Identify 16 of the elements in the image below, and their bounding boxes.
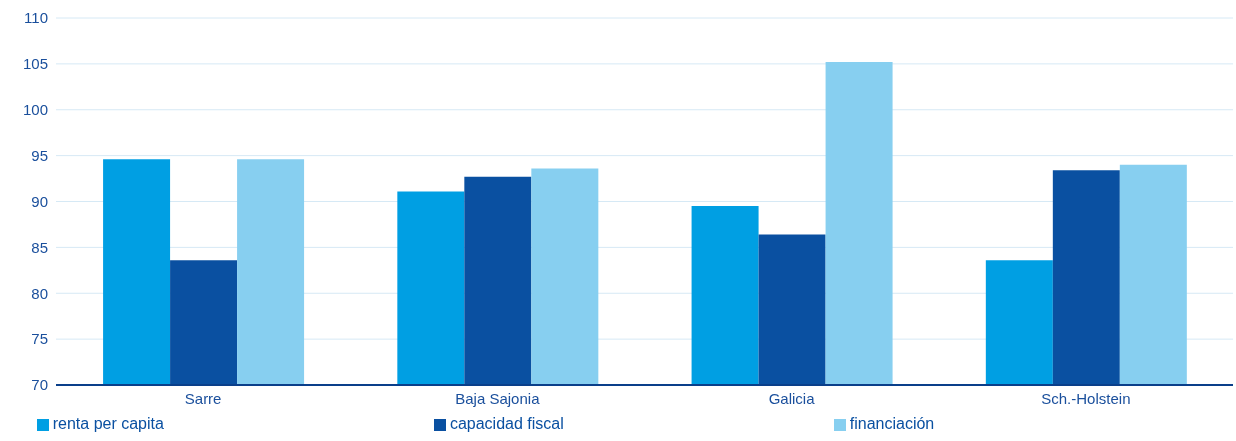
x-tick-label: Sarre <box>184 389 222 407</box>
y-tick-label: 85 <box>31 238 48 256</box>
y-tick-label: 80 <box>31 284 48 302</box>
y-tick-label: 75 <box>31 330 48 348</box>
x-tick-label: Baja Sajonia <box>455 389 541 407</box>
y-tick-label: 70 <box>31 376 48 394</box>
y-tick-label: 105 <box>22 55 48 73</box>
x-tick-label: Galicia <box>768 389 816 407</box>
legend-label: capacidad fiscal <box>449 415 564 432</box>
y-tick-label: 110 <box>24 9 48 27</box>
y-tick-label: 100 <box>22 101 48 119</box>
y-tick-label: 90 <box>31 192 48 210</box>
x-tick-label: Sch.-Holstein <box>1041 389 1131 407</box>
y-tick-label: 95 <box>31 146 48 164</box>
legend-label: financiación <box>849 415 935 432</box>
legend-label: renta per capita <box>52 415 164 432</box>
